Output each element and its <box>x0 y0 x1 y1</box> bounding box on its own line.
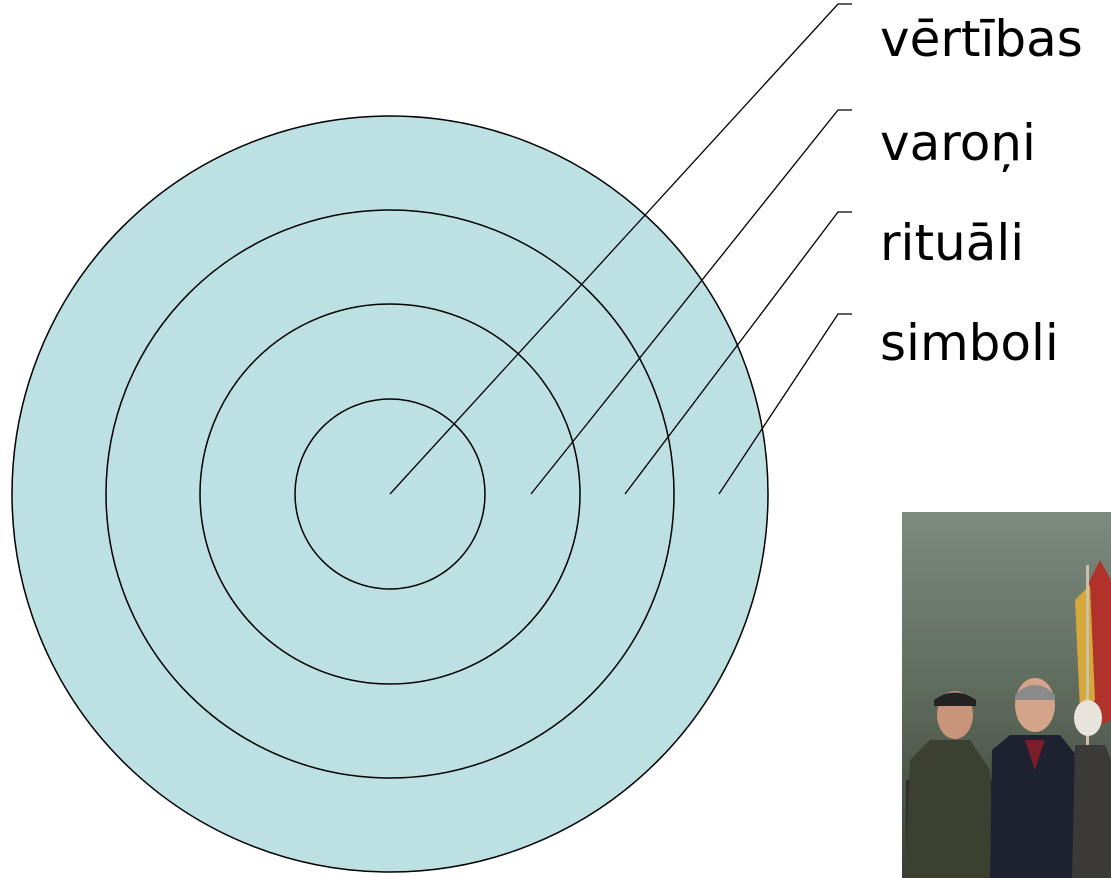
onion-diagram: vērtības varoņi rituāli simboli <box>0 0 1111 878</box>
photo <box>902 512 1111 878</box>
layer-label: simboli <box>880 314 1059 372</box>
layer-label: vērtības <box>880 10 1083 68</box>
layer-label: rituāli <box>880 214 1024 272</box>
layer-label: varoņi <box>880 114 1036 172</box>
